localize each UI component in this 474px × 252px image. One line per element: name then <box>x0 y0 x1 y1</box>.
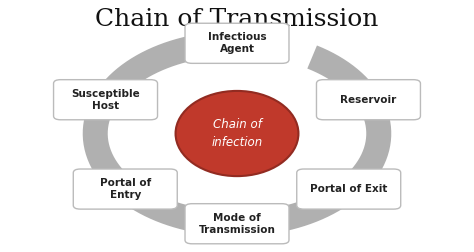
Ellipse shape <box>175 91 299 176</box>
Text: Chain of
infection: Chain of infection <box>211 118 263 149</box>
FancyBboxPatch shape <box>185 204 289 244</box>
Text: Infectious
Agent: Infectious Agent <box>208 32 266 54</box>
FancyBboxPatch shape <box>297 169 401 209</box>
Text: Portal of
Entry: Portal of Entry <box>100 178 151 200</box>
FancyBboxPatch shape <box>54 80 157 120</box>
Text: Portal of Exit: Portal of Exit <box>310 184 387 194</box>
FancyBboxPatch shape <box>317 80 420 120</box>
FancyBboxPatch shape <box>73 169 177 209</box>
Text: Reservoir: Reservoir <box>340 95 397 105</box>
Text: Chain of Transmission: Chain of Transmission <box>95 8 379 31</box>
FancyBboxPatch shape <box>185 23 289 63</box>
Text: Susceptible
Host: Susceptible Host <box>71 88 140 111</box>
Text: Mode of
Transmission: Mode of Transmission <box>199 212 275 235</box>
